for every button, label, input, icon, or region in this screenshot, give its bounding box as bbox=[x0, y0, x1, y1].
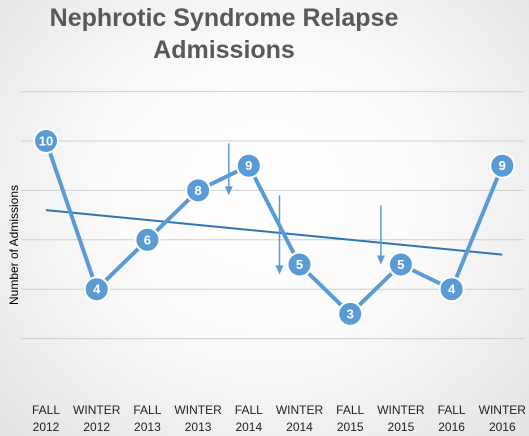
x-tick-label: WINTER bbox=[479, 403, 527, 417]
x-tick-label: FALL bbox=[133, 403, 161, 417]
chart-title-line-2: Admissions bbox=[153, 36, 295, 64]
x-tick-label: WINTER bbox=[73, 403, 121, 417]
x-tick-label: FALL bbox=[438, 403, 466, 417]
data-label: 3 bbox=[347, 306, 354, 321]
chart-title: Nephrotic Syndrome Relapse Admissions bbox=[50, 4, 399, 64]
y-axis-label: Number of Admissions bbox=[7, 185, 21, 305]
trendline bbox=[45, 209, 503, 256]
data-point bbox=[83, 276, 110, 303]
x-tick-label: 2015 bbox=[388, 420, 415, 434]
data-point bbox=[185, 177, 212, 204]
trendline-line bbox=[45, 209, 503, 256]
x-tick-label: FALL bbox=[336, 403, 364, 417]
x-tick-label: WINTER bbox=[276, 403, 324, 417]
arrow-marker-head bbox=[275, 265, 284, 275]
x-axis-ticks: FALL 2012 WINTER 2012 FALL 2013 WINTER 2013 FALL… bbox=[32, 403, 526, 434]
data-label: 9 bbox=[499, 158, 506, 173]
series-line bbox=[44, 140, 505, 316]
data-point bbox=[387, 251, 414, 278]
data-point bbox=[489, 152, 516, 179]
data-point bbox=[438, 276, 465, 303]
data-point bbox=[235, 152, 262, 179]
data-label: 5 bbox=[296, 257, 303, 272]
data-point bbox=[337, 300, 364, 327]
x-tick-label: WINTER bbox=[174, 403, 222, 417]
series: 10 4 6 8 9 5 3 5 4 9 bbox=[33, 128, 516, 327]
data-label: 6 bbox=[144, 232, 151, 247]
x-tick-label: 2013 bbox=[185, 420, 212, 434]
data-label: 10 bbox=[39, 134, 53, 149]
data-label: 9 bbox=[245, 158, 252, 173]
data-label: 4 bbox=[93, 282, 101, 297]
x-tick-label: WINTER bbox=[377, 403, 425, 417]
chart-title-line-1: Nephrotic Syndrome Relapse bbox=[50, 4, 399, 32]
arrow-marker-head bbox=[224, 186, 233, 196]
x-tick-label: 2016 bbox=[438, 420, 465, 434]
data-label: 5 bbox=[397, 257, 404, 272]
x-tick-label: FALL bbox=[235, 403, 263, 417]
x-tick-label: 2012 bbox=[33, 420, 60, 434]
x-tick-label: 2014 bbox=[286, 420, 313, 434]
data-point bbox=[134, 226, 161, 253]
arrow-marker-head bbox=[376, 255, 385, 265]
x-tick-label: 2014 bbox=[235, 420, 262, 434]
x-tick-label: 2016 bbox=[489, 420, 516, 434]
data-point bbox=[33, 128, 59, 154]
x-tick-label: FALL bbox=[32, 403, 60, 417]
data-label: 8 bbox=[194, 183, 201, 198]
data-label: 4 bbox=[448, 282, 456, 297]
arrow-markers bbox=[224, 143, 385, 275]
data-point bbox=[286, 251, 313, 278]
x-tick-label: 2013 bbox=[134, 420, 161, 434]
x-tick-label: 2012 bbox=[83, 420, 110, 434]
x-tick-label: 2015 bbox=[337, 420, 364, 434]
